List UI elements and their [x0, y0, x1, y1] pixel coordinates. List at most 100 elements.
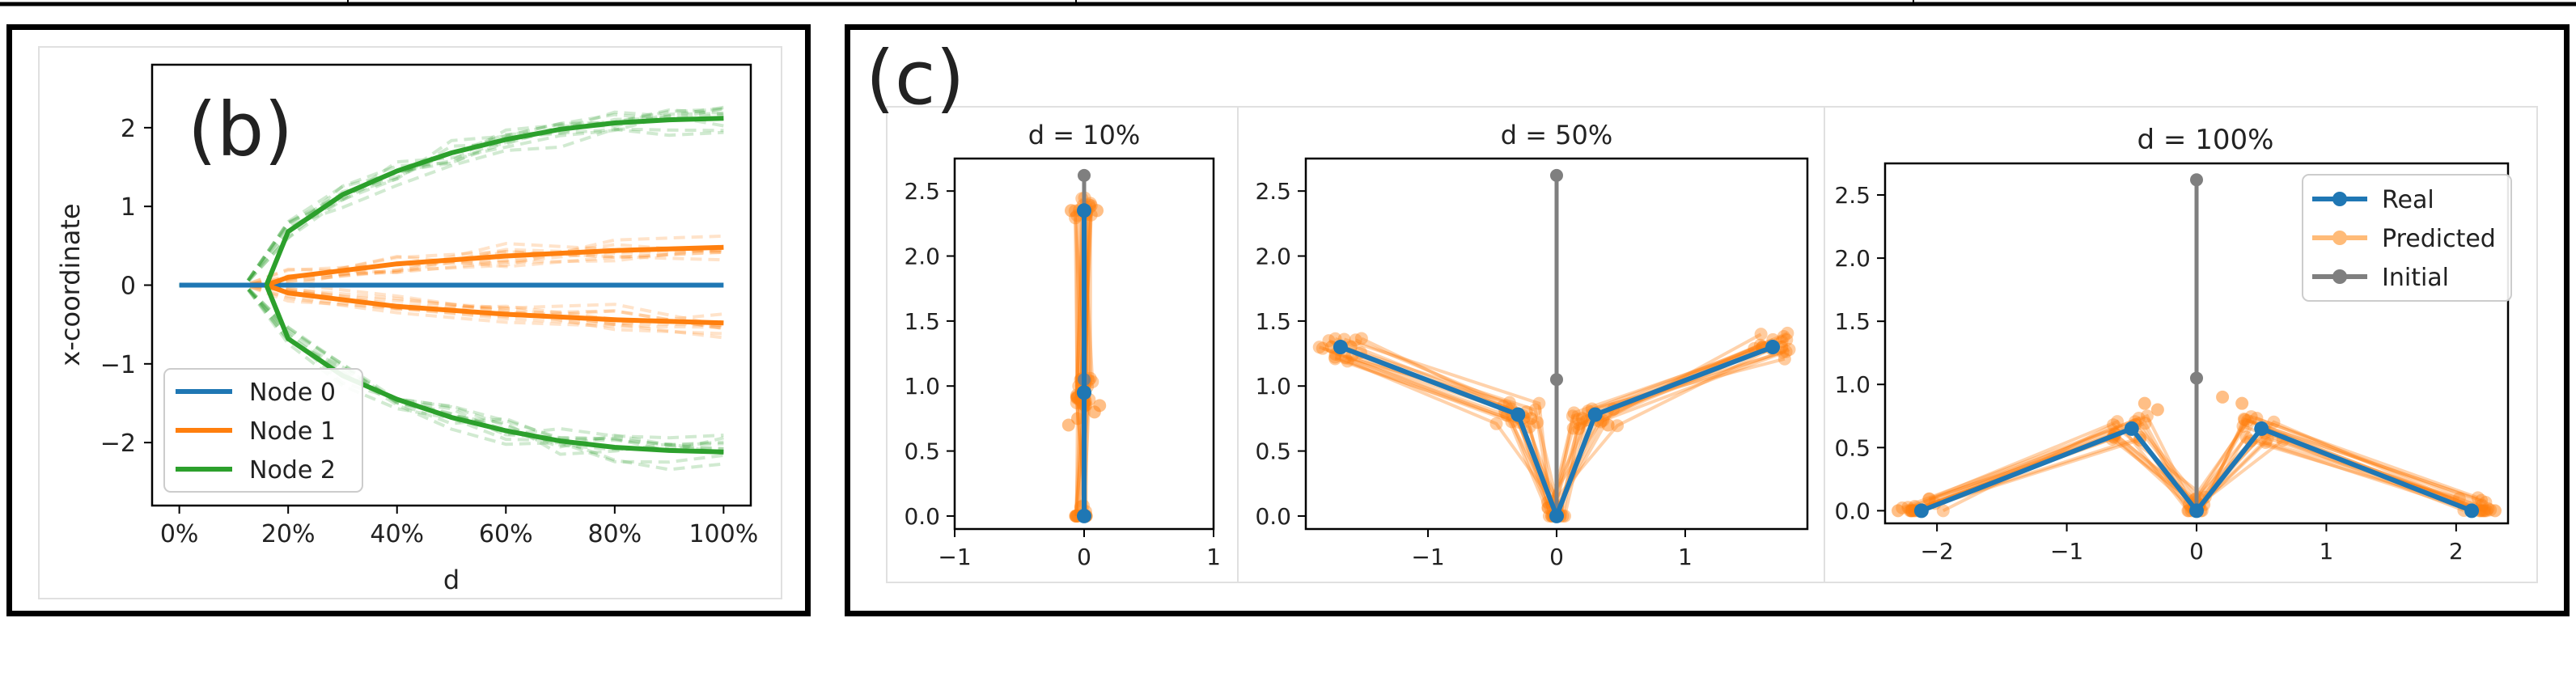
y-tick-label: 2 [121, 115, 136, 143]
predicted-point [2132, 412, 2146, 425]
subplot-d10-marks [1061, 168, 1107, 523]
panel-b-label: (b) [188, 87, 293, 173]
subplot-d100-ticks: −2 −1 0 1 2 0.0 0.5 1.0 1.5 2.0 2.5 [1834, 182, 2463, 565]
panel-c-frame [845, 24, 2570, 616]
x-tick-label: −1 [2050, 538, 2083, 565]
predicted-point [2452, 492, 2466, 506]
predicted-point [2238, 413, 2252, 427]
predicted-point [1611, 419, 1625, 433]
x-tick-label: −2 [1921, 538, 1954, 565]
subplot-d100-legend: Real Predicted Initial [2302, 174, 2512, 302]
predicted-point [1532, 396, 1546, 410]
prediction-trace [179, 283, 724, 449]
y-tick-label: 1 [121, 193, 136, 222]
panel-b-ylabel: x-coordinate [55, 203, 86, 366]
legend-predicted-marker [2332, 231, 2347, 245]
top-strip [0, 0, 2576, 6]
prediction-trace [179, 283, 724, 336]
y-tick-label: 2.0 [904, 243, 940, 270]
predicted-point [1093, 399, 1107, 413]
predicted-point [1601, 418, 1615, 432]
legend-real-marker [2332, 192, 2347, 206]
prediction-trace [179, 113, 724, 287]
prediction-trace [179, 283, 724, 453]
predicted-point [2237, 413, 2251, 426]
prediction-trace [179, 283, 724, 329]
y-tick-label: −2 [100, 430, 136, 458]
predicted-point [2137, 396, 2151, 410]
prediction-trace [179, 107, 724, 287]
panel-c-chart: (c) d = 10% −1 0 1 0.0 0.5 1.0 1.5 2.0 2.5 d = 5… [866, 35, 2538, 583]
legend-real-label: Real [2382, 186, 2434, 214]
predicted-line [1074, 218, 1090, 516]
panel-b-legend-box [163, 368, 363, 493]
prediction-trace [179, 283, 724, 451]
x-tick-label: 0 [2189, 538, 2204, 565]
prediction-trace [179, 281, 724, 328]
y-tick-label: 1.5 [904, 308, 940, 335]
real-point [1077, 385, 1091, 400]
predicted-line [1913, 424, 2465, 514]
prediction-trace [179, 250, 724, 287]
subplot-d100: d = 100% −2 −1 0 1 2 0.0 0.5 1.0 1.5 2.0 2.5 Real … [1834, 124, 2512, 565]
real-point [1077, 203, 1091, 218]
predicted-line [1354, 338, 1773, 512]
subplot-d10-title: d = 10% [1028, 120, 1141, 150]
y-tick-label: 0.5 [1255, 438, 1291, 465]
real-point [1913, 503, 1929, 519]
x-tick-label: 40% [370, 520, 424, 548]
series-line-node2 [264, 284, 724, 455]
prediction-trace [179, 250, 724, 287]
predicted-point [1904, 504, 1918, 518]
panel-b-figure-bg [38, 46, 782, 599]
initial-point [1550, 168, 1563, 182]
subplot-d50-title: d = 50% [1501, 120, 1613, 150]
prediction-trace [179, 248, 724, 287]
predicted-line [1074, 215, 1080, 516]
panel-c-label: (c) [866, 35, 964, 121]
y-tick-label: 0.5 [1834, 434, 1871, 461]
x-tick-label: 2 [2449, 538, 2464, 565]
predicted-point [2236, 419, 2250, 433]
subplot-d100-title: d = 100% [2137, 124, 2274, 156]
series-line-node2 [264, 116, 724, 286]
panel-b-x-ticks: 0% 20% 40% 60% 80% 100% [160, 506, 758, 548]
x-tick-label: 0% [160, 520, 199, 548]
real-point [1587, 407, 1603, 422]
predicted-line [1074, 205, 1095, 517]
subplot-d10: d = 10% −1 0 1 0.0 0.5 1.0 1.5 2.0 2.5 [904, 120, 1220, 570]
predicted-point [2150, 403, 2164, 417]
predicted-point [2138, 417, 2152, 430]
predicted-point [1777, 352, 1791, 366]
predicted-point [1341, 354, 1354, 368]
y-tick-label: 2.5 [1834, 182, 1871, 209]
prediction-trace [179, 283, 724, 327]
predicted-point [1781, 326, 1794, 340]
y-tick-label: 2.5 [1255, 178, 1291, 205]
x-tick-label: 60% [479, 520, 533, 548]
predicted-point [2475, 493, 2489, 507]
prediction-trace [179, 105, 724, 287]
initial-point [1550, 373, 1563, 387]
x-tick-label: 0 [1549, 544, 1564, 570]
prediction-trace [179, 283, 724, 464]
predicted-line [1345, 340, 1783, 522]
predicted-point [1936, 504, 1950, 518]
panel-b-series-group [179, 105, 724, 472]
predicted-point [1777, 329, 1790, 343]
prediction-trace [179, 108, 724, 287]
legend-node2-label: Node 2 [249, 456, 336, 485]
real-point [1510, 407, 1526, 422]
prediction-trace [179, 127, 724, 287]
y-tick-label: 2.5 [904, 178, 940, 205]
predicted-point [2107, 418, 2121, 432]
predicted-point [1892, 504, 1905, 518]
y-tick-label: 1.0 [904, 373, 940, 400]
panel-c-figure-bg [886, 106, 2538, 583]
initial-point [1078, 168, 1091, 182]
x-tick-label: 20% [261, 520, 316, 548]
x-tick-label: −1 [938, 544, 971, 570]
real-point [1549, 508, 1564, 523]
subplot-d50-marks [1312, 168, 1796, 523]
predicted-point [1061, 418, 1075, 432]
